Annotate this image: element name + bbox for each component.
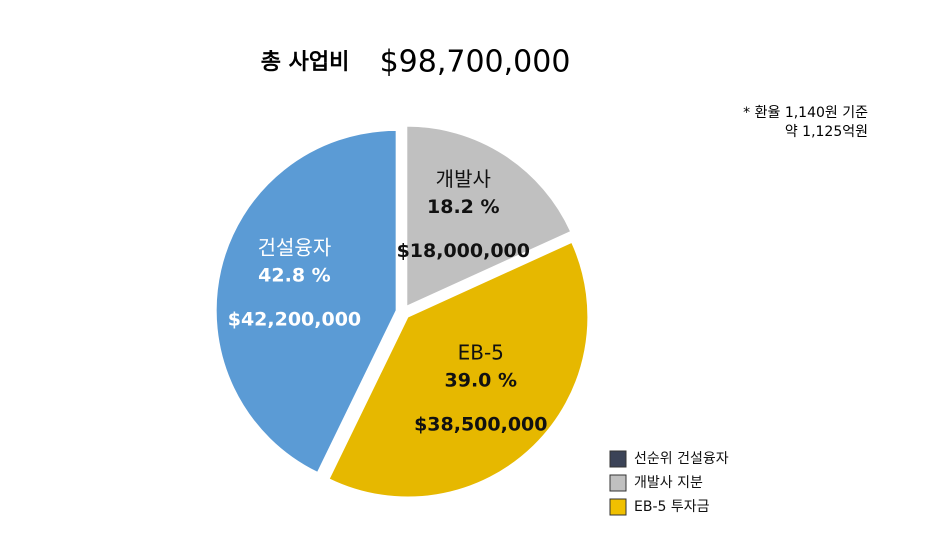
- chart-title: 총 사업비: [261, 50, 350, 75]
- note: 약 1,125억원: [785, 124, 868, 140]
- value-label: 42.8 %: [258, 265, 331, 287]
- amount-label: $18,000,000: [397, 240, 530, 262]
- amount-label: $42,200,000: [228, 309, 361, 331]
- legend-label: 개발사 지분: [634, 475, 703, 491]
- value-label: 18.2 %: [427, 196, 500, 218]
- legend-swatch: [609, 474, 627, 492]
- total: $98,700,000: [380, 45, 571, 80]
- legend-label: EB-5 투자금: [634, 499, 710, 515]
- legend-label: 선순위 건설융자: [634, 451, 729, 467]
- slice-label: 개발사: [436, 167, 491, 191]
- pie-slice: [406, 125, 572, 307]
- slice-label: 건설융자: [258, 236, 332, 260]
- legend-swatch: [609, 450, 627, 468]
- legend-swatch: [609, 498, 627, 516]
- pie-slice: [215, 129, 397, 473]
- amount-label: $38,500,000: [414, 413, 547, 435]
- value-label: 39.0 %: [445, 369, 518, 391]
- pie-slice: [328, 241, 589, 498]
- slice-label: EB-5: [458, 340, 504, 364]
- note: * 환율 1,140원 기준: [743, 105, 868, 121]
